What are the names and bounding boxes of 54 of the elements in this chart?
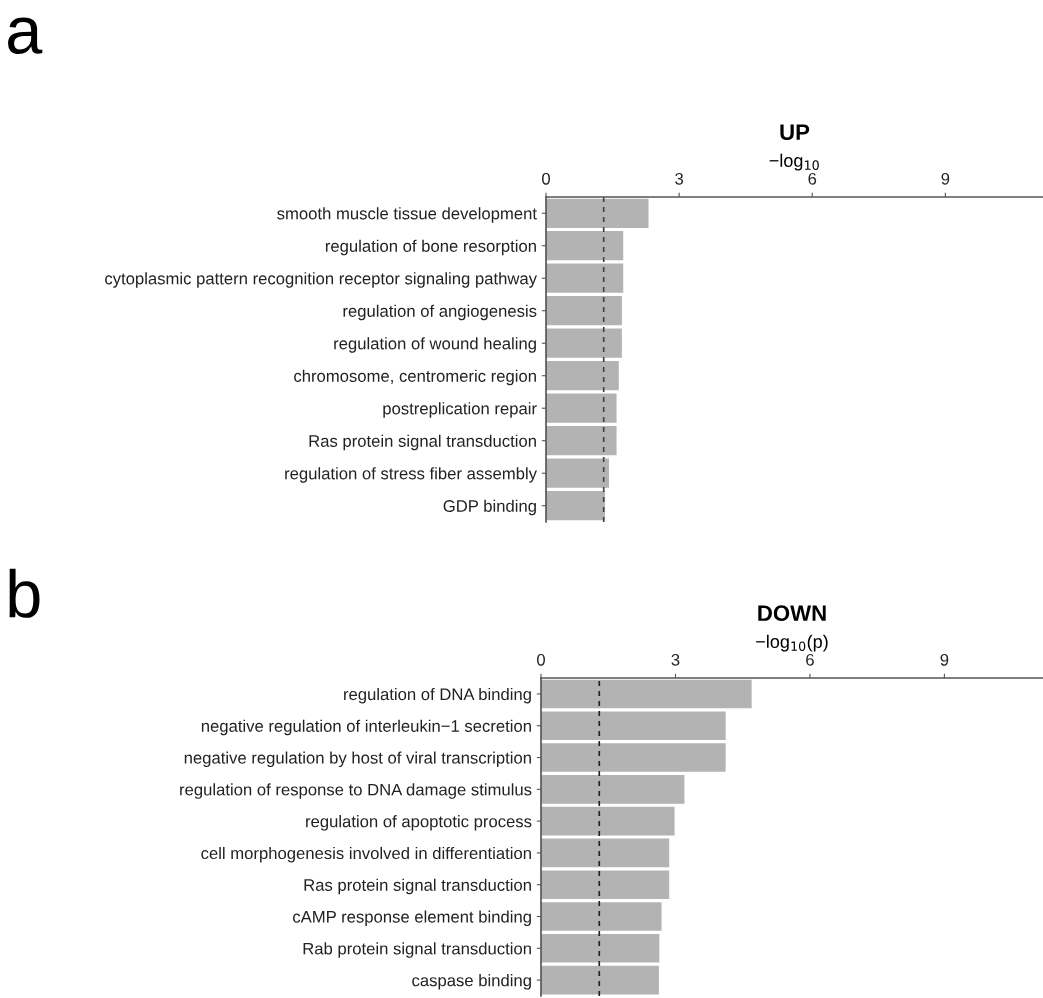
bar: [541, 838, 670, 868]
bar: [541, 934, 660, 963]
y-tick-label: GDP binding: [443, 499, 536, 516]
y-tick-label: negative regulation of interleukin−1 secretion: [201, 719, 531, 736]
x-axis-title: −log$_{10}$(p): [756, 634, 828, 652]
bar: [541, 965, 659, 995]
bar: [541, 870, 670, 900]
bar: [546, 263, 624, 293]
y-tick-label: Rab protein signal transduction: [303, 942, 531, 958]
y-tick-label: regulation of bone resorption: [325, 239, 536, 256]
y-tick-label: negative regulation by host of viral transcription: [184, 751, 531, 768]
bar: [541, 775, 685, 804]
x-tick-label: 0: [537, 653, 545, 666]
bar: [541, 806, 675, 836]
y-tick-label: chromosome, centromeric region: [294, 369, 536, 386]
bar: [541, 679, 752, 709]
x-tick-label: 6: [808, 172, 817, 185]
bar: [541, 743, 726, 772]
y-tick-label: regulation of response to DNA damage stimulus: [180, 783, 532, 799]
y-tick-label: cAMP response element binding: [293, 910, 531, 927]
y-tick-label: caspase binding: [412, 974, 531, 990]
x-tick-label: 3: [671, 653, 680, 666]
bar: [546, 296, 622, 326]
y-tick-label: regulation of angiogenesis: [343, 304, 537, 321]
text: a: [8, 17, 43, 54]
bar: [546, 328, 622, 358]
x-tick-label: 9: [941, 172, 950, 185]
y-tick-label: regulation of wound healing: [334, 337, 536, 353]
bar: [546, 491, 606, 521]
x-axis-title: −log$_{10}$: [769, 153, 819, 171]
y-tick-label: postreplication repair: [383, 402, 537, 418]
chart-title: DOWN: [758, 605, 826, 622]
x-tick-label: 0: [542, 172, 550, 185]
bar: [541, 711, 726, 741]
y-tick-label: regulation of DNA binding: [344, 687, 531, 704]
bar: [546, 393, 617, 423]
x-tick-label: 3: [675, 172, 684, 185]
x-tick-label: 9: [940, 653, 949, 666]
text: b: [9, 568, 40, 618]
bar: [546, 198, 649, 228]
bar: [541, 902, 662, 931]
bar: [546, 231, 624, 261]
bar: [546, 361, 619, 391]
chart-title: UP: [780, 124, 810, 141]
y-tick-label: Ras protein signal transduction: [304, 878, 531, 895]
bar: [546, 426, 617, 456]
y-tick-label: Ras protein signal transduction: [309, 434, 536, 451]
y-tick-label: regulation of stress fiber assembly: [285, 467, 537, 483]
x-tick-label: 6: [806, 653, 814, 666]
bar: [546, 458, 610, 488]
y-tick-label: regulation of apoptotic process: [306, 815, 532, 831]
y-tick-label: smooth muscle tissue development: [277, 207, 537, 223]
y-tick-label: cell morphogenesis involved in differentiation: [201, 846, 531, 863]
y-tick-label: cytoplasmic pattern recognition receptor signaling pathway: [105, 272, 537, 288]
